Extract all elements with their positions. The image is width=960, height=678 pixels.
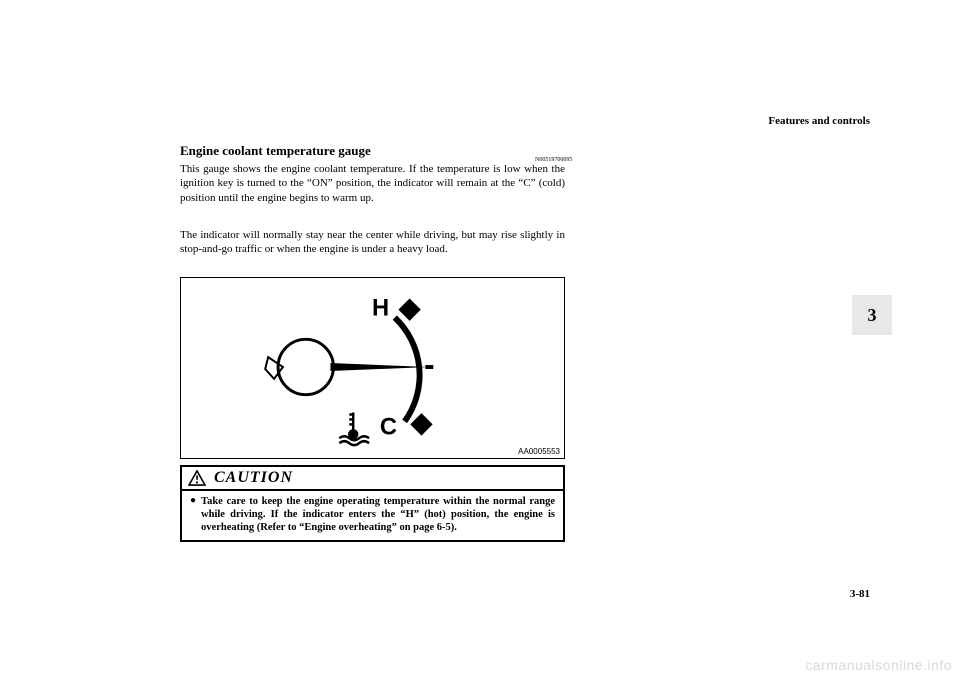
paragraph-1: This gauge shows the engine coolant temp… xyxy=(180,162,565,205)
warning-icon xyxy=(188,470,206,486)
gauge-illustration: H C AA0005553 xyxy=(180,277,565,459)
section-tab: 3 xyxy=(852,295,892,335)
gauge-svg: H C xyxy=(181,278,564,458)
section-title: Engine coolant temperature gauge xyxy=(180,143,371,159)
paragraph-2: The indicator will normally stay near th… xyxy=(180,228,565,257)
caution-header: CAUTION xyxy=(182,467,563,491)
page-header: Features and controls xyxy=(768,115,870,127)
caution-box: CAUTION ● Take care to keep the engine o… xyxy=(180,465,565,542)
cold-label: C xyxy=(380,414,397,440)
caution-body: ● Take care to keep the engine operating… xyxy=(182,491,563,540)
bullet-icon: ● xyxy=(190,495,196,534)
hot-label: H xyxy=(372,296,389,322)
watermark: carmanualsonline.info xyxy=(805,657,952,673)
caution-title: CAUTION xyxy=(214,469,293,487)
figure-code: AA0005553 xyxy=(518,447,560,456)
manual-page: Features and controls Engine coolant tem… xyxy=(180,115,870,615)
caution-text: Take care to keep the engine operating t… xyxy=(201,495,555,534)
page-number: 3-81 xyxy=(850,588,870,600)
